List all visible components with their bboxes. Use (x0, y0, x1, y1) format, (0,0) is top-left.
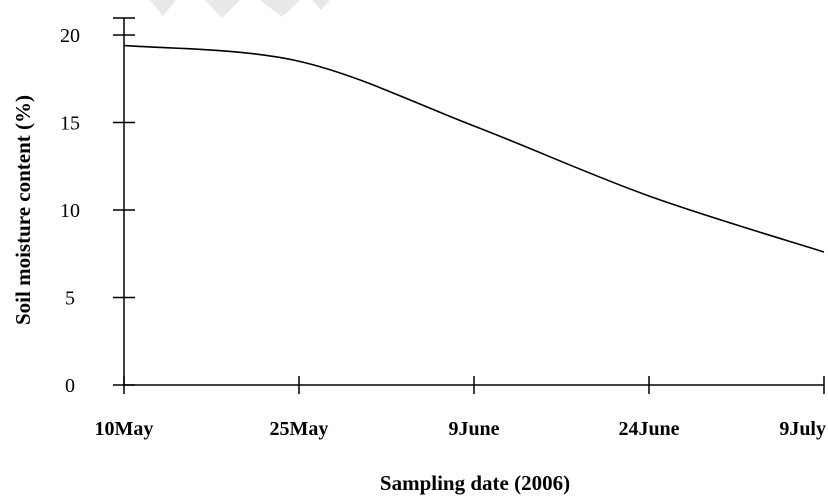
y-axis-title: Soil moisture content (%) (11, 95, 35, 325)
watermark (150, 0, 330, 18)
x-tick-label: 24June (618, 418, 679, 440)
y-tick-label: 10 (60, 200, 80, 222)
x-tick-label: 25May (270, 418, 329, 440)
y-tick-label: 15 (60, 113, 80, 135)
series-group (123, 44, 825, 253)
x-tick-label: 10May (95, 418, 154, 440)
axes (123, 18, 824, 386)
y-tick-label: 20 (60, 25, 80, 47)
y-tick-label: 0 (65, 375, 75, 397)
x-axis-title: Sampling date (2006) (380, 471, 570, 495)
series-line (123, 44, 825, 253)
x-tick-label: 9June (448, 418, 499, 440)
x-tick-label: 9July (779, 418, 826, 440)
y-tick-label: 5 (65, 288, 75, 310)
y-axis-ticks: 0 5 10 15 20 (60, 17, 135, 397)
x-axis-ticks: 10May 25May 9June 24June 9July (95, 376, 826, 440)
